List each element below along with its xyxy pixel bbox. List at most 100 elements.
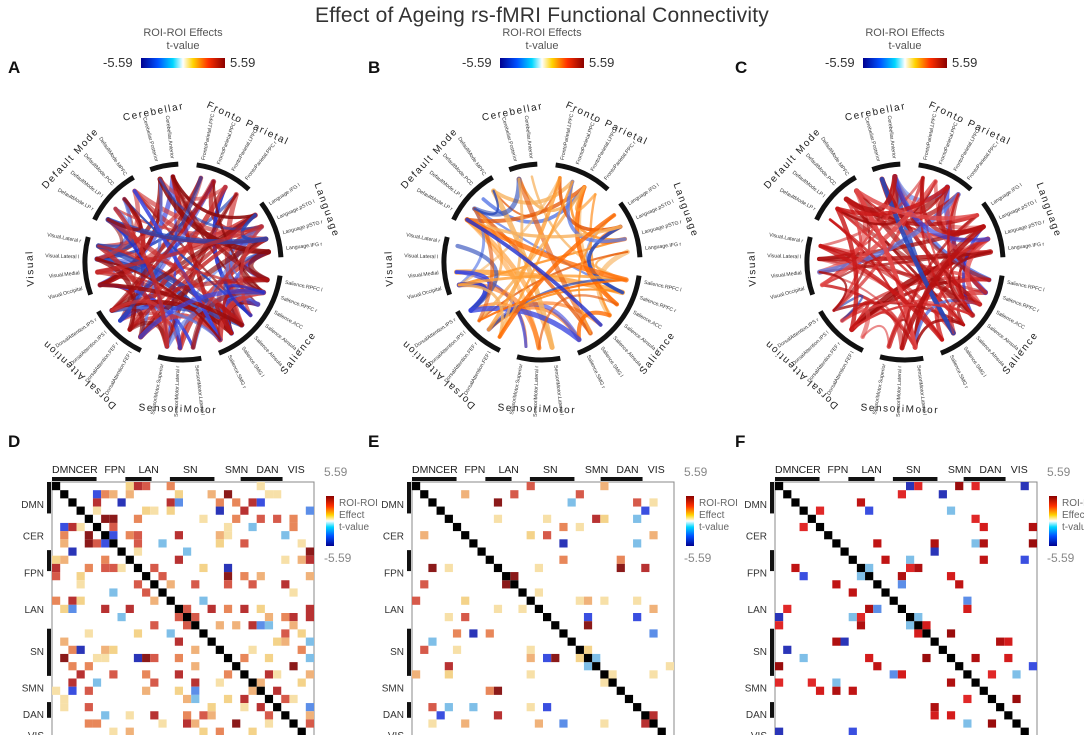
matrix-diagonal-cell	[289, 719, 298, 728]
network-arc	[814, 175, 857, 221]
matrix-network-bar	[47, 702, 51, 718]
matrix-cell	[461, 719, 470, 728]
roi-label: FrontoParietal.LPFC l	[560, 111, 576, 161]
positive-connection	[947, 193, 974, 317]
matrix-side-label: FPN	[747, 568, 767, 579]
matrix-colorbar-min: -5.59	[1047, 551, 1075, 565]
matrix-cell	[775, 662, 784, 671]
matrix-cell	[223, 531, 233, 540]
matrix-diagonal-cell	[84, 514, 93, 523]
matrix-network-bar	[770, 482, 774, 514]
roi-label: Salience.SMG r	[948, 354, 969, 390]
matrix-diagonal-cell	[889, 596, 898, 605]
network-label: Visual	[383, 250, 396, 287]
matrix-cell	[68, 596, 77, 605]
matrix-cell	[289, 662, 298, 671]
matrix-network-bar	[407, 628, 411, 676]
matrix-diagonal-cell	[963, 670, 972, 679]
matrix-cell	[273, 514, 282, 523]
matrix-cell	[125, 711, 134, 720]
network-arc	[804, 236, 815, 296]
roi-label: Visual.Medial	[771, 270, 802, 280]
negative-connection	[138, 289, 266, 340]
matrix-cell	[567, 498, 576, 507]
negative-connection	[832, 294, 864, 322]
matrix-cell	[248, 645, 257, 654]
matrix-cell	[223, 670, 233, 679]
network-arc	[576, 275, 642, 356]
matrix-top-label: SN	[183, 464, 198, 476]
matrix-side-label: SMN	[22, 684, 44, 695]
matrix-cell	[665, 662, 674, 671]
matrix-cell	[979, 539, 988, 548]
matrix-cell	[799, 522, 808, 532]
matrix-diagonal-cell	[223, 653, 233, 663]
matrix-cell	[289, 514, 298, 523]
colorbar-max: 5.59	[230, 55, 255, 70]
matrix-diagonal-cell	[881, 588, 890, 597]
roi-label: FrontoParietal.PPC l	[216, 119, 238, 165]
matrix-network-bar	[529, 477, 575, 481]
positive-connection	[850, 303, 974, 331]
matrix-cell	[109, 522, 118, 532]
matrix-cell	[775, 678, 784, 687]
matrix-diagonal-cell	[436, 506, 445, 515]
matrix-cell	[52, 596, 61, 605]
roi-label: SensoriMotor.Lateral l	[915, 365, 927, 416]
matrix-cell	[534, 719, 543, 728]
matrix-network-bar	[485, 477, 512, 481]
matrix-cell	[248, 727, 257, 735]
matrix-cell	[526, 482, 535, 491]
matrix-cell	[191, 686, 200, 695]
matrix-cell	[633, 498, 642, 507]
network-arc	[149, 161, 179, 172]
matrix-cell	[101, 514, 110, 523]
matrix-network-bar	[770, 628, 774, 676]
matrix-cell	[150, 506, 159, 515]
matrix-cell	[60, 694, 69, 704]
matrix-cell	[256, 572, 265, 581]
matrix-cell	[955, 580, 964, 589]
matrix-cell	[60, 555, 69, 564]
matrix-cell	[526, 703, 535, 712]
roi-label: Visual.Occipital	[407, 286, 443, 301]
matrix-colorbar-line3: t-value	[1062, 522, 1084, 533]
roi-label: Language.IFG r	[286, 242, 323, 252]
roi-label: Salience.RPFC r	[639, 295, 678, 314]
network-arc	[96, 310, 142, 353]
matrix-side-label: SMN	[745, 684, 767, 695]
matrix-cell	[526, 670, 535, 679]
matrix-cell	[649, 531, 658, 540]
roi-label: Visual.Lateral r	[47, 232, 82, 244]
matrix-diagonal-cell	[264, 694, 274, 704]
matrix-cell	[600, 596, 609, 605]
matrix-diagonal-cell	[922, 629, 931, 638]
matrix-colorbar-gradient	[1049, 496, 1057, 546]
matrix-top-label: LAN	[861, 464, 881, 476]
matrix-diagonal-cell	[412, 482, 421, 491]
matrix-cell	[946, 678, 956, 687]
matrix-diagonal-cell	[575, 645, 584, 654]
matrix-cell	[493, 686, 503, 695]
panel-label-b: B	[368, 58, 381, 77]
matrix-cell	[183, 694, 192, 704]
matrix-cell	[559, 522, 568, 532]
network-label: Visual	[24, 250, 37, 287]
matrix-top-label: VIS	[288, 464, 305, 476]
matrix-diagonal-cell	[799, 506, 808, 515]
matrix-network-bar	[600, 477, 643, 481]
roi-label: FrontoParietal.PPC l	[938, 119, 960, 165]
matrix-cell	[109, 514, 118, 523]
matrix-cell	[76, 670, 85, 679]
matrix-cell	[223, 490, 233, 499]
matrix-cell	[452, 645, 462, 654]
matrix-diagonal-cell	[567, 637, 576, 646]
matrix-cell	[68, 604, 77, 613]
matrix-cell	[1020, 555, 1029, 564]
matrix-cell	[444, 703, 453, 712]
roi-label: SensoriMotor.Lateral r	[896, 366, 904, 417]
matrix-diagonal-cell	[633, 703, 642, 712]
matrix-side-label: FPN	[384, 568, 404, 579]
positive-connection	[491, 188, 555, 350]
matrix-cell	[971, 539, 980, 548]
